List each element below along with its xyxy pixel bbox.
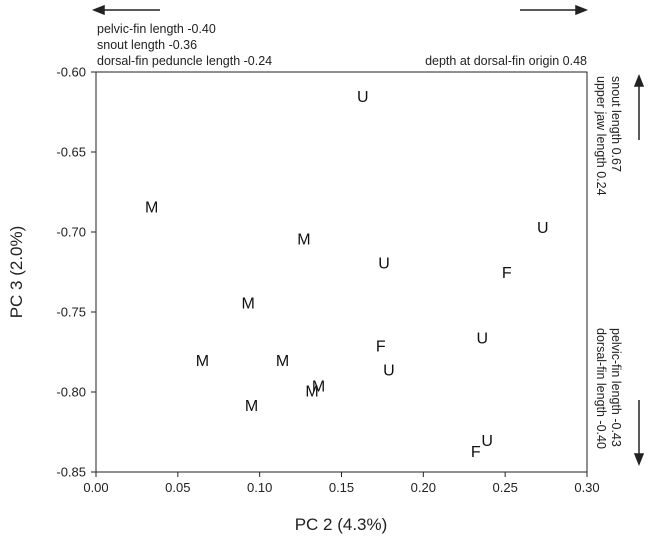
y-tick-label: -0.85 xyxy=(56,465,86,480)
x-tick-label: 0.30 xyxy=(574,480,599,495)
annotation-top-right: depth at dorsal-fin origin 0.48 xyxy=(425,54,587,68)
x-tick-label: 0.05 xyxy=(165,480,190,495)
x-tick-label: 0.25 xyxy=(493,480,518,495)
arrow-up-icon xyxy=(633,73,645,140)
arrow-left-icon xyxy=(91,4,160,16)
x-tick-label: 0.10 xyxy=(247,480,272,495)
data-point-F: F xyxy=(502,265,512,282)
data-point-M: M xyxy=(242,295,255,312)
annotation-right-top-2: upper jaw length 0.24 xyxy=(594,76,608,196)
data-point-U: U xyxy=(537,220,549,237)
data-point-M: M xyxy=(276,353,289,370)
data-point-M: M xyxy=(305,383,318,400)
data-point-U: U xyxy=(481,433,493,450)
data-point-U: U xyxy=(357,89,369,106)
x-axis-title: PC 2 (4.3%) xyxy=(295,515,388,534)
annotation-right-bottom-1: pelvic-fin length -0.43 xyxy=(609,328,623,447)
x-tick-label: 0.15 xyxy=(329,480,354,495)
annotation-right-bottom-2: dorsal-fin length -0.40 xyxy=(594,328,608,449)
y-axis-title: PC 3 (2.0%) xyxy=(7,226,26,319)
plot-frame xyxy=(95,71,588,473)
data-point-M: M xyxy=(245,398,258,415)
x-tick-label: 0.20 xyxy=(411,480,436,495)
data-point-U: U xyxy=(378,255,390,272)
y-tick-label: -0.65 xyxy=(56,145,86,160)
x-tick-label: 0.00 xyxy=(83,480,108,495)
arrow-down-icon xyxy=(633,400,645,467)
data-point-U: U xyxy=(383,363,395,380)
data-point-M: M xyxy=(196,353,209,370)
annotation-top-left-2: snout length -0.36 xyxy=(97,38,197,52)
annotation-top-left-1: pelvic-fin length -0.40 xyxy=(97,22,216,36)
data-point-M: M xyxy=(312,379,325,396)
annotation-right-top-1: snout length 0.67 xyxy=(609,76,623,172)
axis-ticks: 0.00 0.05 0.10 0.15 0.20 0.25 0.30 -0.60 -0.65 -0… xyxy=(56,65,599,496)
y-tick-label: -0.75 xyxy=(56,305,86,320)
y-tick-label: -0.80 xyxy=(56,385,86,400)
data-point-F: F xyxy=(471,444,481,461)
annotation-top-left-3: dorsal-fin peduncle length -0.24 xyxy=(97,54,272,68)
data-point-F: F xyxy=(376,339,386,356)
data-point-U: U xyxy=(476,331,488,348)
arrow-right-icon xyxy=(520,4,589,16)
data-point-M: M xyxy=(297,231,310,248)
y-tick-label: -0.70 xyxy=(56,225,86,240)
data-point-M: M xyxy=(145,199,158,216)
y-tick-label: -0.60 xyxy=(56,65,86,80)
